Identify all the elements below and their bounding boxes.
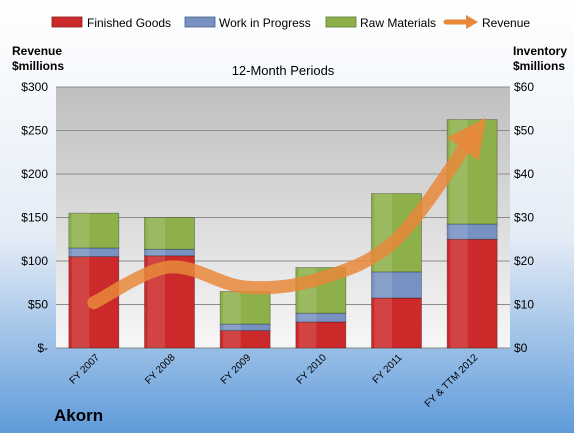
left-axis-ticks: $- $50 $100 $150 $200 $250 $300 [21, 80, 48, 355]
chart-subtitle: 12-Month Periods [232, 63, 335, 78]
right-tick-label: $50 [514, 124, 534, 138]
bar-raw-materials-fy-2008 [144, 217, 195, 250]
bar-finished-goods-fy-2011 [371, 297, 422, 349]
bar-work-in-progress-fy-2010 [295, 312, 347, 323]
legend-label-revenue: Revenue [482, 16, 530, 30]
right-tick-label: $30 [514, 211, 534, 225]
bar-highlight [223, 324, 241, 331]
left-tick-label: $200 [21, 167, 48, 181]
legend-label-work-in-progress: Work in Progress [219, 16, 311, 30]
right-tick-label: $60 [514, 80, 534, 94]
bar-highlight [298, 313, 317, 322]
left-tick-label: $50 [28, 298, 48, 312]
bar-highlight [147, 217, 165, 250]
legend-label-finished-goods: Finished Goods [87, 16, 171, 30]
left-axis-title-line2: $millions [12, 59, 64, 73]
left-tick-label: $100 [21, 254, 48, 268]
bar-highlight [71, 213, 90, 248]
bar-work-in-progress-fy-2011 [371, 271, 422, 299]
left-tick-label: $300 [21, 80, 48, 94]
company-name: Akorn [54, 406, 103, 425]
bar-raw-materials-fy-2009 [219, 291, 271, 325]
bar-highlight [223, 330, 241, 348]
right-tick-label: $40 [514, 167, 534, 181]
left-axis-title-line1: Revenue [12, 44, 62, 58]
bar-stacks [68, 119, 498, 349]
legend-swatch-work-in-progress [184, 16, 216, 28]
legend-swatch-raw-materials [325, 16, 357, 28]
left-tick-label: $150 [21, 211, 48, 225]
right-tick-label: $10 [514, 298, 534, 312]
bar-raw-materials-fy-2007 [68, 212, 120, 249]
bar-finished-goods-fy-ttm-2012 [446, 238, 498, 349]
legend: Finished Goods Work in Progress Raw Mate… [51, 15, 530, 30]
revenue-series-line [87, 117, 487, 310]
bar-highlight [374, 271, 392, 298]
legend-label-raw-materials: Raw Materials [360, 16, 436, 30]
left-tick-label: $250 [21, 124, 48, 138]
bar-highlight [374, 297, 392, 348]
legend-swatch-finished-goods [51, 16, 83, 28]
bar-highlight [450, 224, 468, 240]
bar-highlight [71, 256, 90, 348]
bar-highlight [450, 239, 468, 348]
left-tick-label: $- [37, 341, 48, 355]
bar-highlight [71, 247, 90, 257]
bar-highlight [298, 321, 317, 348]
bar-highlight [147, 249, 165, 256]
bar-highlight [223, 291, 241, 325]
legend-revenue-arrow-icon [443, 15, 478, 29]
right-tick-label: $20 [514, 254, 534, 268]
right-tick-label: $0 [514, 341, 528, 355]
bar-highlight [147, 255, 165, 348]
gridlines [56, 86, 510, 349]
right-axis-ticks: $0 $10 $20 $30 $40 $50 $60 [514, 80, 534, 355]
right-axis-title-line2: $millions [513, 59, 565, 73]
revenue-line [87, 117, 487, 310]
right-axis-title-line1: Inventory [513, 44, 567, 58]
